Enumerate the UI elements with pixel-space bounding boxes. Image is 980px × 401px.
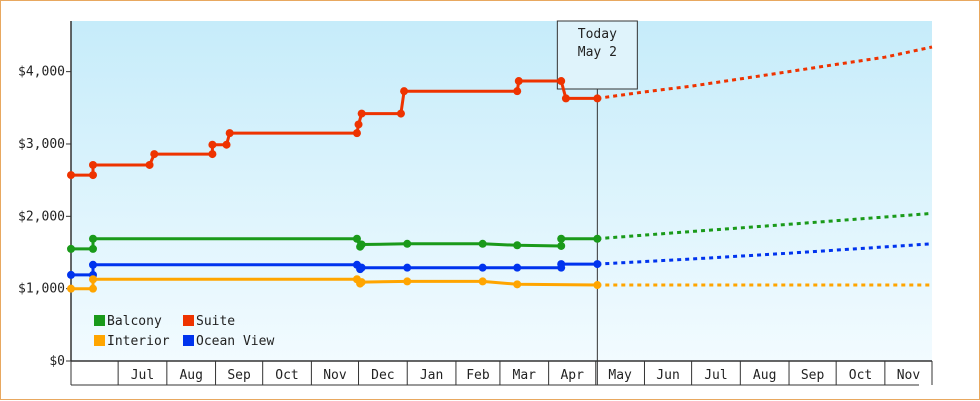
data-point-ocean-view: [67, 270, 75, 279]
data-point-interior: [593, 281, 602, 290]
data-point-interior: [88, 275, 97, 284]
legend-label-balcony: Balcony: [107, 314, 162, 329]
data-point-suite: [352, 129, 361, 138]
data-point-balcony: [88, 234, 97, 243]
x-tick-label: Aug: [753, 368, 776, 383]
y-tick-label: $0: [49, 354, 65, 369]
data-point-balcony: [478, 239, 487, 248]
plot-background: [71, 21, 932, 361]
x-tick-label: Jul: [131, 368, 154, 383]
data-point-suite: [208, 140, 217, 149]
legend-swatch-balcony: [94, 315, 105, 326]
data-point-balcony: [67, 244, 75, 253]
data-point-interior: [67, 284, 75, 293]
data-point-ocean-view: [357, 263, 366, 272]
legend-label-suite: Suite: [196, 314, 235, 329]
x-tick-label: Apr: [560, 368, 584, 383]
legend-label-ocean-view: Ocean View: [196, 334, 274, 349]
data-point-suite: [222, 140, 231, 149]
data-point-balcony: [557, 234, 566, 243]
data-point-suite: [400, 87, 409, 96]
data-point-interior: [513, 280, 522, 289]
data-point-suite: [150, 150, 159, 159]
data-point-suite: [208, 150, 217, 159]
x-tick-label: Oct: [849, 368, 872, 383]
x-tick-label: Feb: [466, 368, 490, 383]
data-point-ocean-view: [557, 260, 566, 269]
data-point-balcony: [513, 241, 522, 250]
data-point-suite: [354, 120, 363, 129]
x-tick-label: Dec: [371, 368, 394, 383]
today-marker: Today May 2: [556, 20, 638, 385]
data-point-suite: [145, 160, 154, 169]
x-tick-label: Aug: [179, 368, 202, 383]
x-axis: Jul Aug Sep Oct Nov Dec Jan Feb Mar Apr May Jun Jul A…: [70, 360, 933, 386]
y-tick-label: $1,000: [18, 282, 65, 297]
legend-swatch-interior: [94, 335, 105, 346]
data-point-suite: [225, 129, 234, 138]
data-point-balcony: [403, 239, 412, 248]
data-point-balcony: [357, 240, 366, 249]
projection-line-suite: [597, 45, 933, 100]
x-tick-label: Sep: [801, 368, 825, 383]
data-point-ocean-view: [513, 263, 522, 272]
data-point-suite: [557, 77, 566, 86]
series-group: [67, 45, 933, 293]
data-point-suite: [561, 94, 570, 103]
legend-swatch-suite: [183, 315, 194, 326]
x-tick-label: Oct: [275, 368, 298, 383]
legend: Balcony Suite Interior Ocean View: [94, 314, 274, 349]
today-date-label: May 2: [578, 45, 617, 60]
x-tick-label: Jan: [420, 368, 443, 383]
y-axis: $0 $1,000 $2,000 $3,000 $4,000: [18, 21, 72, 369]
x-tick-label: May: [608, 368, 632, 383]
data-point-interior: [403, 277, 412, 286]
legend-swatch-ocean-view: [183, 335, 194, 346]
data-point-suite: [88, 160, 97, 169]
data-point-suite: [396, 109, 405, 118]
today-label: Today: [578, 27, 617, 42]
x-tick-label: Nov: [897, 368, 921, 383]
data-point-suite: [357, 109, 366, 118]
data-point-balcony: [88, 244, 97, 253]
data-point-ocean-view: [403, 263, 412, 272]
today-label-box: [556, 20, 638, 90]
x-tick-label: Jul: [704, 368, 727, 383]
data-point-ocean-view: [593, 260, 602, 269]
data-point-interior: [88, 284, 97, 293]
data-point-ocean-view: [88, 260, 97, 269]
legend-label-interior: Interior: [107, 334, 170, 349]
x-tick-label: Sep: [227, 368, 251, 383]
x-tick-label: Nov: [323, 368, 347, 383]
y-tick-label: $2,000: [18, 209, 65, 224]
data-point-balcony: [593, 234, 602, 243]
data-point-suite: [593, 94, 602, 103]
data-point-suite: [67, 171, 75, 180]
data-point-balcony: [352, 234, 361, 243]
y-tick-label: $3,000: [18, 137, 65, 152]
data-point-balcony: [557, 241, 566, 250]
data-point-interior: [357, 278, 366, 287]
x-tick-label: Jun: [656, 368, 679, 383]
data-point-suite: [88, 171, 97, 180]
data-point-suite: [514, 77, 523, 86]
data-point-suite: [513, 87, 522, 96]
x-tick-label: Mar: [513, 368, 537, 383]
data-point-ocean-view: [478, 263, 487, 272]
data-point-interior: [478, 277, 487, 286]
y-tick-label: $4,000: [18, 65, 65, 80]
